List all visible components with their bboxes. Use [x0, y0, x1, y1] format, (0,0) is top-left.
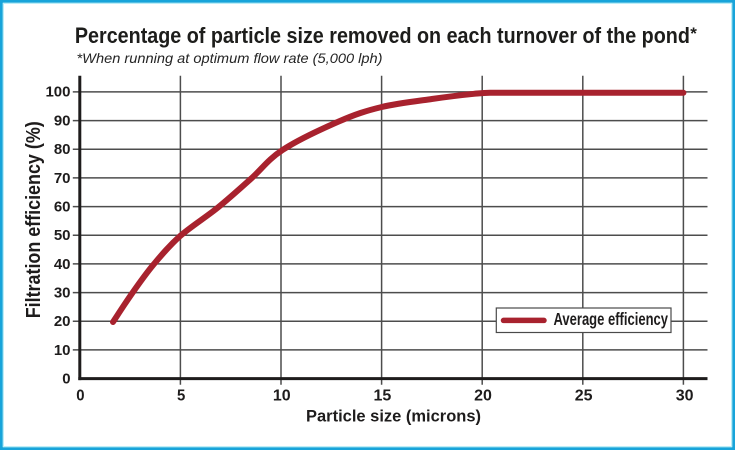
svg-text:30: 30 [54, 285, 71, 302]
svg-text:50: 50 [54, 227, 71, 244]
svg-text:100: 100 [45, 84, 70, 101]
svg-text:25: 25 [575, 388, 593, 405]
svg-text:*When running at optimum flow: *When running at optimum flow rate (5,00… [77, 50, 383, 66]
svg-text:Percentage of particle size re: Percentage of particle size removed on e… [75, 23, 690, 48]
svg-text:Particle size (microns): Particle size (microns) [306, 407, 481, 426]
svg-text:5: 5 [177, 388, 185, 405]
svg-text:80: 80 [54, 141, 71, 158]
svg-text:60: 60 [54, 198, 71, 215]
svg-text:90: 90 [54, 112, 71, 129]
svg-text:20: 20 [54, 313, 71, 330]
svg-text:0: 0 [62, 371, 70, 388]
svg-text:15: 15 [374, 388, 392, 405]
svg-text:20: 20 [474, 388, 492, 405]
svg-text:40: 40 [54, 256, 71, 273]
svg-text:10: 10 [273, 388, 291, 405]
svg-text:0: 0 [76, 388, 84, 405]
svg-text:30: 30 [676, 388, 694, 405]
svg-text:Filtration efficiency (%): Filtration efficiency (%) [23, 121, 45, 318]
svg-text:*: * [690, 24, 697, 43]
svg-text:Average efficiency: Average efficiency [554, 309, 669, 329]
svg-text:70: 70 [54, 170, 71, 187]
svg-text:10: 10 [54, 342, 71, 359]
